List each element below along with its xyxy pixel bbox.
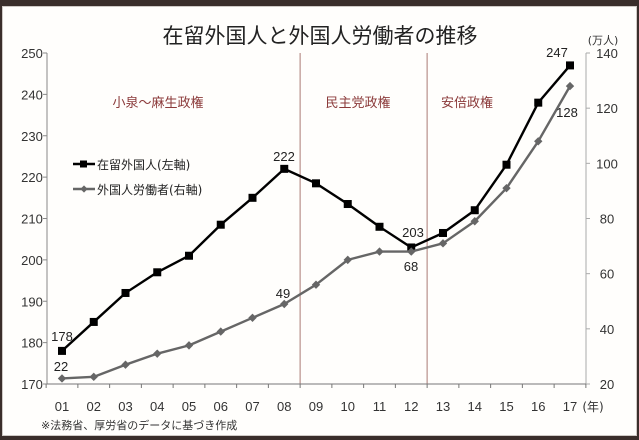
- right-axis-unit: (万人): [588, 34, 619, 47]
- right-tick-label: 40: [600, 322, 614, 337]
- data-point-square: [216, 220, 225, 229]
- x-tick-label: 06: [214, 399, 228, 414]
- left-tick-label: 250: [21, 46, 43, 61]
- data-point-square: [185, 251, 193, 260]
- data-point-diamond: [438, 239, 448, 248]
- chart-title: 在留外国人と外国人労働者の推移: [163, 24, 478, 48]
- x-tick-label: 14: [468, 399, 482, 414]
- data-point-square: [58, 346, 66, 355]
- left-tick-label: 180: [21, 336, 43, 351]
- data-point-diamond: [248, 313, 257, 322]
- data-point-square: [89, 317, 98, 326]
- data-label: 203: [402, 225, 424, 240]
- legend-label-1: 外国人労働者(右軸): [97, 182, 202, 197]
- legend-marker-diamond: [80, 185, 88, 193]
- x-tick-label: 02: [87, 399, 101, 414]
- left-tick-label: 230: [21, 129, 43, 144]
- legend-label-0: 在留外国人(左軸): [97, 157, 190, 172]
- x-tick-label: 17: [563, 399, 577, 414]
- data-point-diamond: [280, 299, 289, 309]
- left-tick-label: 200: [21, 253, 43, 268]
- right-tick-label: 120: [596, 101, 618, 116]
- right-tick-label: 60: [600, 267, 614, 282]
- left-tick-label: 220: [21, 170, 43, 185]
- source-note: ※法務省、厚労省のデータに基づき作成: [41, 418, 237, 432]
- era-label-2: 安倍政権: [441, 95, 493, 111]
- right-tick-label: 140: [596, 46, 618, 61]
- data-point-square: [439, 228, 447, 237]
- right-tick-label: 20: [600, 377, 614, 392]
- data-point-square: [502, 160, 511, 169]
- x-tick-label: 08: [277, 399, 291, 414]
- data-point-diamond: [502, 183, 511, 193]
- x-tick-label: 09: [309, 399, 323, 414]
- data-label: 222: [273, 149, 295, 164]
- data-point-diamond: [565, 81, 575, 91]
- data-point-square: [470, 206, 479, 215]
- legend-marker-square: [80, 160, 87, 168]
- data-point-diamond: [89, 372, 98, 382]
- right-tick-label: 100: [596, 156, 618, 171]
- x-tick-label: 16: [531, 399, 545, 414]
- data-point-diamond: [311, 280, 321, 289]
- data-label: 68: [404, 259, 418, 274]
- data-point-square: [121, 288, 130, 297]
- series-line-1: [61, 85, 572, 380]
- x-tick-label: 03: [118, 399, 132, 414]
- data-point-square: [312, 179, 320, 188]
- left-tick-label: 210: [21, 212, 43, 227]
- data-point-diamond: [121, 360, 130, 369]
- data-label: 247: [546, 45, 568, 60]
- right-tick-label: 80: [600, 212, 614, 227]
- x-tick-label: 10: [341, 399, 355, 414]
- data-label: 22: [54, 359, 68, 374]
- chart-canvas: 在留外国人と外国人労働者の推移 (万人) 小泉～麻生政権 民主党政権 安倍政権 170 18…: [2, 6, 637, 436]
- left-tick-label: 190: [21, 294, 43, 309]
- data-point-square: [534, 98, 543, 107]
- x-tick-label: 01: [55, 399, 69, 414]
- left-tick-label: 240: [21, 87, 43, 102]
- data-label: 49: [276, 286, 290, 301]
- data-label: 178: [51, 329, 73, 344]
- data-point-square: [248, 193, 257, 202]
- era-label-0: 小泉～麻生政権: [112, 95, 203, 111]
- data-point-diamond: [534, 137, 543, 146]
- data-point-diamond: [57, 374, 67, 383]
- data-point-square: [343, 200, 352, 209]
- x-tick-label: 13: [436, 399, 450, 414]
- x-tick-label: 15: [499, 399, 513, 414]
- x-axis-unit: (年): [582, 400, 603, 414]
- data-point-square: [153, 268, 162, 277]
- data-point-square: [375, 222, 384, 231]
- data-point-diamond: [216, 327, 225, 336]
- x-tick-label: 07: [245, 399, 259, 414]
- data-point-square: [566, 61, 574, 70]
- x-tick-label: 11: [373, 399, 387, 414]
- data-point-diamond: [407, 247, 416, 256]
- data-point-diamond: [470, 217, 479, 226]
- x-tick-label: 12: [404, 399, 418, 414]
- data-point-diamond: [184, 341, 194, 350]
- data-point-diamond: [153, 349, 162, 358]
- left-tick-label: 170: [21, 377, 43, 392]
- era-label-1: 民主党政権: [325, 95, 390, 111]
- data-point-square: [280, 164, 289, 173]
- line-chart: 在留外国人と外国人労働者の推移 (万人)小泉～麻生政権 民主党政権 安倍政権17018…: [21, 24, 619, 432]
- x-tick-label: 04: [150, 399, 164, 414]
- data-label: 128: [556, 105, 578, 120]
- x-tick-label: 05: [182, 399, 196, 414]
- data-point-diamond: [375, 247, 384, 256]
